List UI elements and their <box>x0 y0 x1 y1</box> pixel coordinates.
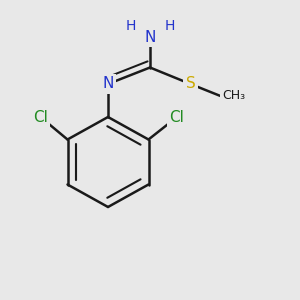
Text: Cl: Cl <box>169 110 184 124</box>
Text: S: S <box>186 76 195 92</box>
Text: N: N <box>144 30 156 45</box>
Text: CH₃: CH₃ <box>222 89 245 103</box>
Text: Cl: Cl <box>33 110 48 124</box>
Text: H: H <box>125 19 136 32</box>
Text: H: H <box>164 19 175 32</box>
Text: N: N <box>102 76 114 92</box>
